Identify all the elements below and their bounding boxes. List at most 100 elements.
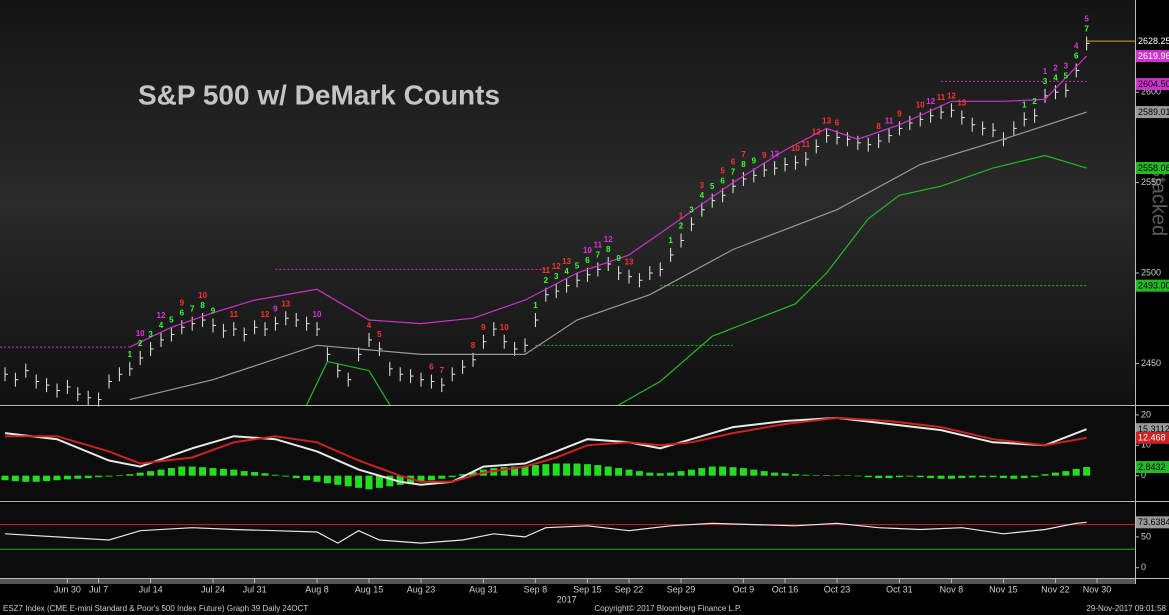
demark-count: 3 (148, 330, 153, 339)
histogram-bar (63, 475, 71, 480)
line-series (4, 416, 1087, 486)
x-tick-label: Nov 8 (940, 584, 964, 594)
histogram-bar (771, 472, 779, 476)
histogram-bar (802, 474, 810, 476)
histogram-bar (167, 468, 175, 476)
histogram-bar (365, 475, 373, 490)
footer-left: ESZ7 Index (CME E-mini Standard & Poor's… (3, 604, 308, 613)
demark-count: 1 (668, 236, 673, 245)
histogram-bar (157, 469, 165, 476)
histogram-bar (1051, 472, 1059, 476)
histogram-bar (854, 475, 862, 477)
demark-count: 4 (1074, 42, 1079, 51)
x-tick-label: Aug 15 (355, 584, 384, 594)
histogram-bar (573, 463, 581, 476)
demark-count: 9 (762, 151, 767, 160)
demark-count: 9 (481, 323, 486, 332)
price-label-bg (1136, 50, 1169, 63)
demark-count: 12 (552, 262, 561, 271)
line-series (5, 416, 1087, 483)
demark-count: 10 (583, 246, 592, 255)
histogram-bar (375, 475, 383, 488)
histogram-bar (53, 475, 61, 481)
price-label: 2589.01 (1138, 107, 1169, 117)
demark-count: 8 (471, 341, 476, 350)
demark-count: 9 (273, 305, 278, 314)
demark-count: 12 (261, 310, 270, 319)
demark-count: 8 (876, 122, 881, 131)
demark-count: 6 (1074, 52, 1079, 61)
x-tick-label: Oct 16 (772, 584, 799, 594)
demark-count: 2 (138, 339, 143, 348)
price-label-bg (1136, 461, 1169, 474)
histogram-bar (781, 473, 789, 476)
histogram-bar (656, 473, 664, 476)
demark-count: 9 (180, 298, 185, 307)
histogram-bar (958, 475, 966, 479)
demark-count: 11 (230, 310, 239, 319)
histogram-bar (105, 475, 113, 477)
histogram-bar (739, 468, 747, 476)
demark-count: 3 (554, 272, 559, 281)
histogram-bar (989, 475, 997, 478)
histogram-bar (552, 463, 560, 476)
y-tick-label: 10 (1141, 440, 1151, 450)
footer-center: Copyright© 2017 Bloomberg Finance L.P. (594, 604, 741, 613)
histogram-bar (22, 475, 30, 482)
histogram-bar (927, 475, 935, 479)
demark-count: 1 (679, 212, 684, 221)
y-tick-label: 0 (1141, 562, 1146, 572)
x-tick-label: Sep 22 (615, 584, 644, 594)
histogram-bar (323, 475, 331, 484)
histogram-bar (1083, 467, 1091, 476)
demark-count: 6 (585, 256, 590, 265)
demark-count: 12 (926, 97, 935, 106)
y-tick-label: 2450 (1141, 358, 1161, 368)
demark-count: 4 (367, 321, 372, 330)
histogram-bar (625, 469, 633, 476)
demark-count: 7 (741, 150, 746, 159)
x-year-label: 2017 (557, 594, 577, 604)
demark-count: 1 (533, 301, 538, 310)
y-tick-label: 20 (1141, 409, 1151, 419)
demark-count: 7 (440, 366, 445, 375)
histogram-bar (635, 471, 643, 476)
histogram-bar (74, 475, 82, 479)
histogram-bar (615, 468, 623, 476)
price-label: 2628.25 (1138, 36, 1169, 46)
histogram-bar (448, 475, 456, 478)
histogram-bar (750, 469, 758, 476)
demark-count: 10 (313, 310, 322, 319)
demark-count: 13 (562, 257, 571, 266)
histogram-bar (261, 473, 269, 476)
demark-count: 11 (937, 93, 946, 102)
price-label: 2604.50 (1138, 79, 1169, 89)
demark-count: 4 (1053, 73, 1058, 82)
demark-count: 6 (180, 308, 185, 317)
x-tick-label: Sep 8 (524, 584, 548, 594)
histogram-bar (240, 471, 248, 476)
demark-count: 6 (720, 176, 725, 185)
demark-count: 12 (947, 91, 956, 100)
histogram-bar (979, 475, 987, 478)
histogram-bar (95, 475, 103, 478)
histogram-bar (251, 472, 259, 476)
y-tick-label: 2550 (1141, 177, 1161, 187)
x-tick-label: Jun 30 (54, 584, 81, 594)
histogram-bar (303, 475, 311, 481)
main-panel-bg (0, 0, 1135, 405)
histogram-bar (500, 467, 508, 476)
x-tick-label: Nov 22 (1041, 584, 1070, 594)
histogram-bar (895, 475, 903, 478)
demark-count: 7 (596, 251, 601, 260)
price-label: 2493.00 (1138, 281, 1169, 291)
demark-count: 12 (812, 128, 821, 137)
demark-count: 7 (1084, 25, 1089, 34)
demark-count: 13 (625, 258, 634, 267)
histogram-bar (334, 475, 342, 485)
histogram-bar (812, 475, 820, 476)
price-label-bg (1136, 106, 1169, 119)
demark-count: 4 (159, 321, 164, 330)
histogram-bar (271, 474, 279, 476)
